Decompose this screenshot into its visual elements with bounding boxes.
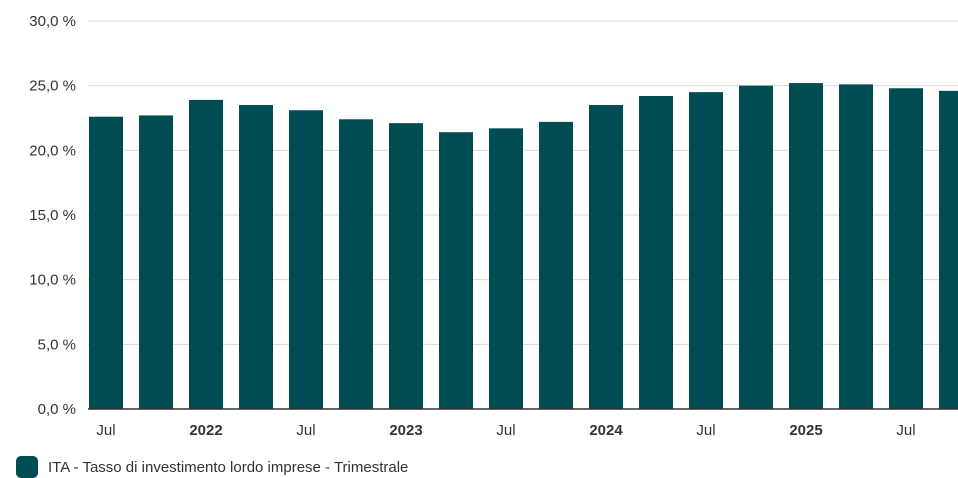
x-tick-label: 2023 [389, 422, 422, 439]
x-tick-label: Jul [696, 422, 715, 439]
legend[interactable]: ITA - Tasso di investimento lordo impres… [16, 456, 408, 478]
bar [539, 121, 573, 409]
legend-swatch [16, 456, 38, 478]
y-tick-label: 5,0 % [38, 336, 76, 353]
x-tick-label: Jul [496, 422, 515, 439]
legend-label: ITA - Tasso di investimento lordo impres… [48, 458, 409, 476]
bar [339, 119, 373, 409]
bar [389, 123, 423, 409]
y-tick-label: 25,0 % [29, 78, 76, 95]
y-tick-label: 10,0 % [29, 272, 76, 289]
bar [439, 132, 473, 409]
bar [239, 105, 273, 410]
x-tick-label: 2025 [789, 422, 822, 439]
bar [89, 116, 123, 409]
bar [839, 84, 873, 409]
bar [739, 85, 773, 410]
x-tick-label: Jul [896, 422, 915, 439]
bar [589, 105, 623, 410]
x-tick-label: 2022 [189, 422, 222, 439]
bar [489, 128, 523, 409]
bar [789, 83, 823, 409]
bar [689, 92, 723, 409]
y-tick-label: 0,0 % [38, 401, 76, 418]
y-tick-label: 20,0 % [29, 142, 76, 159]
bar-chart: 0,0 % 5,0 % 10,0 % 15,0 % 20,0 % 25,0 % 30,0 %… [29, 13, 958, 439]
bar [189, 99, 223, 409]
bar [139, 115, 173, 409]
x-tick-label: 2024 [589, 422, 623, 439]
bar [939, 90, 958, 409]
x-tick-label: Jul [96, 422, 115, 439]
y-tick-label: 15,0 % [29, 207, 76, 224]
bar [639, 96, 673, 409]
x-tick-label: Jul [296, 422, 315, 439]
y-tick-label: 30,0 % [29, 13, 76, 30]
bar [889, 88, 923, 410]
bar [289, 110, 323, 410]
